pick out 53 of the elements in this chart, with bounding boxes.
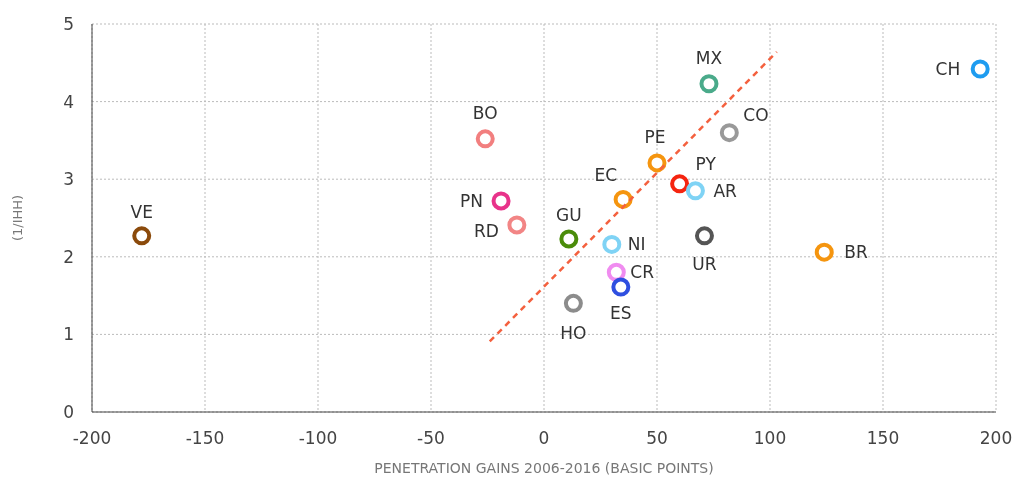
x-tick-label: 200 (979, 428, 1013, 448)
series-label: PE (644, 126, 666, 147)
point (602, 234, 622, 254)
series-label: NI (627, 234, 646, 255)
point (647, 153, 667, 173)
x-tick-label: 0 (538, 428, 550, 448)
series-label: GU (556, 204, 582, 225)
point (559, 229, 579, 249)
y-tick-label: 1 (63, 324, 74, 345)
series-label: EC (594, 165, 618, 186)
point (685, 181, 705, 201)
series-label: CR (630, 262, 655, 283)
point (814, 242, 834, 262)
series-label: PN (460, 190, 484, 211)
y-tick-label: 4 (63, 91, 74, 112)
y-tick-label: 5 (63, 14, 74, 34)
x-tick-label: -200 (72, 428, 112, 448)
x-tick-label: -100 (298, 428, 338, 448)
series-label: PY (695, 153, 717, 174)
series-label: BR (844, 242, 868, 263)
x-tick-label: -150 (185, 428, 225, 448)
series-label: MX (695, 47, 723, 68)
point (491, 191, 511, 211)
point (132, 226, 152, 246)
x-tick-label: 100 (753, 428, 787, 448)
series-label: AR (713, 180, 738, 201)
series-label: VE (130, 201, 153, 222)
point (611, 277, 631, 297)
series-label: ES (610, 303, 632, 324)
series-label: HO (560, 323, 587, 344)
point (699, 74, 719, 94)
point (475, 129, 495, 149)
x-tick-label: -50 (417, 428, 445, 448)
point (670, 174, 690, 194)
point (719, 123, 739, 143)
x-tick-label: 50 (646, 428, 668, 448)
series-label: UR (692, 253, 717, 274)
series-label: CH (935, 59, 961, 80)
point (563, 293, 583, 313)
series-label: RD (473, 220, 499, 241)
x-tick-label: 150 (866, 428, 900, 448)
y-tick-label: 0 (63, 402, 74, 422)
series-label: CO (743, 104, 769, 125)
series-label: BO (472, 102, 498, 123)
y-tick-label: 2 (63, 246, 74, 267)
y-axis-title: (1/IHH) (10, 194, 25, 242)
x-axis-title: PENETRATION GAINS 2006-2016 (BASIC POINTS) (374, 460, 714, 476)
point (507, 215, 527, 235)
point (694, 226, 714, 246)
point (613, 189, 633, 209)
point (606, 262, 626, 282)
y-tick-label: 3 (63, 169, 74, 190)
point (970, 59, 990, 79)
